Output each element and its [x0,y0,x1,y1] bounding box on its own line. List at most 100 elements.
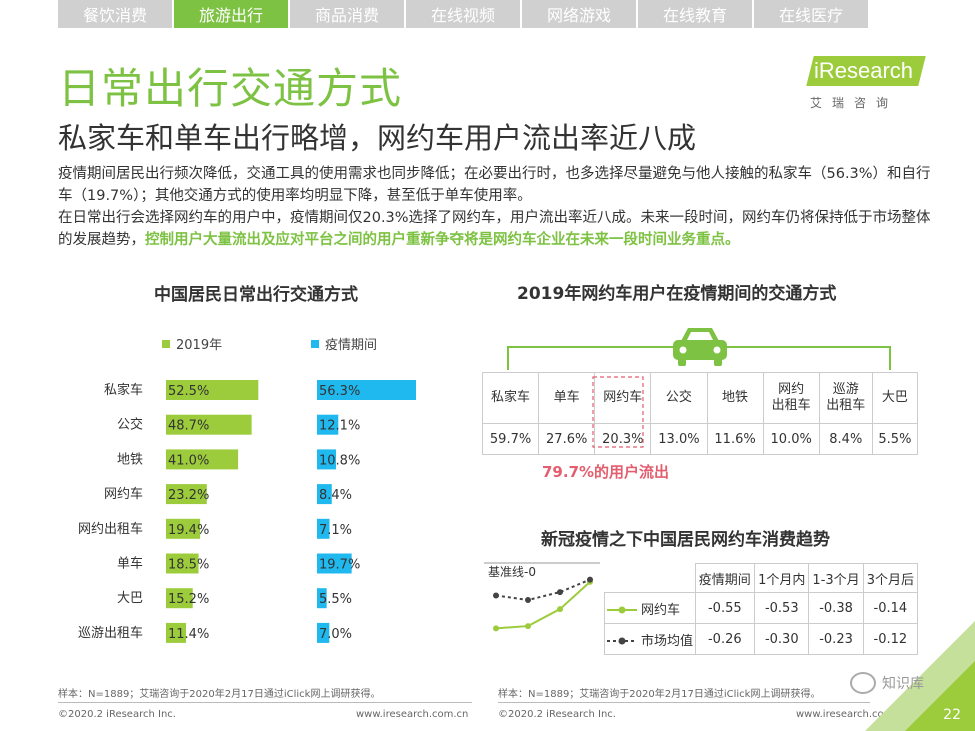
bar-epidemic-label: 56.3% [319,384,360,399]
tab-item[interactable]: 网络游戏 [522,0,636,28]
page-number: 22 [943,707,961,723]
category-label: 网约车 [104,486,143,502]
car-icon [673,328,727,366]
trend-series-cell: 市场均值 [604,623,696,655]
trend-row: 网约车 -0.55 -0.53 -0.38 -0.14 [604,592,919,624]
table-cell: 11.6% [706,423,764,455]
tab-item[interactable]: 商品消费 [290,0,404,28]
watermark: 知识库 [850,672,924,694]
legend-2019-swatch [162,339,170,348]
category-label: 大巴 [117,591,143,606]
car-bracket [507,328,891,370]
sample-note-left: 样本：N=1889；艾瑞咨询于2020年2月17日通过iClick网上调研获得。 [58,689,381,700]
netcar-legend-marker [607,606,637,614]
legend-epidemic-swatch [311,339,319,348]
line-netcar [495,581,591,630]
footer-divider-right [498,702,870,703]
line-market-point [557,589,563,596]
legend-2019: 2019年 [162,334,222,353]
table-header-cell: 私家车 [481,372,540,424]
table-header-row: 私家车 单车 网约车 公交 地铁 网约 出租车 巡游 出租车 大巴 [481,372,919,424]
bar-2019 [166,449,239,470]
chart-2-title: 2019年网约车用户在疫情期间的交通方式 [517,284,837,304]
table-header-cell: 网约车 [594,372,652,424]
bar-2019-label: 48.7% [168,419,209,434]
tab-item[interactable]: 旅游出行 [174,0,288,28]
trend-cell: -0.53 [754,592,810,624]
trend-cell: -0.23 [808,623,864,655]
trend-cell: -0.30 [754,623,810,655]
page-title: 日常出行交通方式 [58,64,403,113]
outflow-annotation: 79.7%的用户流出 [542,463,670,481]
bar-2019 [166,484,207,505]
trend-series-cell: 网约车 [604,592,696,624]
bar-2019-label: 18.5% [168,558,209,573]
table-row: 59.7% 27.6% 20.3% 13.0% 11.6% 10.0% 8.4% 5.5% [481,423,919,455]
table-header-cell: 地铁 [706,372,764,424]
category-label: 私家车 [104,382,143,398]
bar-2019-label: 23.2% [168,488,209,503]
paragraph-2-text: 在日常出行会选择网约车的用户中，疫情期间仅20.3%选择了网约车，用户流出率近八… [58,210,931,248]
body-text: 疫情期间居民出行频次降低，交通工具的使用需求也同步降低；在必要出行时，也多选择尽… [58,163,938,251]
bar-2019-label: 11.4% [168,627,209,642]
trend-header-row: 疫情期间 1个月内 1-3个月 3个月后 [605,563,919,593]
line-netcar-point [493,625,499,632]
trend-cell: -0.14 [862,592,919,624]
table-cell: 10.0% [762,423,820,455]
iresearch-logo: iResearch 艾瑞咨询 [806,52,926,112]
legend-epidemic-label: 疫情期间 [325,338,378,353]
paragraph-2-highlight: 控制用户大量流出及应对平台之间的用户重新争夺将是网约车企业在未来一段时间业务重点… [145,232,740,248]
bar-2019 [166,414,252,435]
bar-2019-label: 15.2% [168,592,209,607]
table-blank-cell [605,564,696,593]
table-cell: 27.6% [538,423,596,455]
sample-note-right: 样本：N=1889；艾瑞咨询于2020年2月17日通过iClick网上调研获得。 [498,689,821,700]
trend-series-label: 网约车 [641,602,681,618]
trend-header-cell: 疫情期间 [694,563,756,593]
copyright-right: ©2020.2 iResearch Inc. [498,709,616,720]
chart-1-title: 中国居民日常出行交通方式 [154,285,358,305]
category-label: 网约出租车 [78,521,143,537]
trend-header-cell: 3个月后 [862,563,919,593]
wechat-icon [850,672,876,694]
category-label: 地铁 [117,452,143,467]
trend-cell: -0.38 [808,592,864,624]
baseline-label: 基准线-0 [488,565,536,579]
bar-2019-label: 52.5% [168,384,209,399]
tab-item[interactable]: 餐饮消费 [58,0,172,28]
bar-epidemic [317,588,327,609]
tab-item[interactable]: 在线视频 [406,0,520,28]
line-market-point [587,576,593,583]
corner-decoration-dark [905,661,975,731]
bar-epidemic [317,553,352,574]
watermark-text: 知识库 [882,676,924,692]
tab-item[interactable]: 在线教育 [638,0,752,28]
bar-epidemic [317,518,330,539]
table-header-cell: 网约 出租车 [762,372,820,424]
bar-epidemic-label: 12.1% [319,419,360,434]
tab-item[interactable]: 在线医疗 [754,0,868,28]
trend-cell: -0.55 [694,592,756,624]
line-market-point [493,592,499,599]
bar-epidemic [317,380,416,400]
line-netcar-point [557,606,563,613]
line-market [495,578,591,602]
netcar-highlight-box [592,376,644,448]
line-netcar-point [525,623,531,630]
page-subtitle: 私家车和单车出行略增，网约车用户流出率近八成 [58,121,697,155]
category-label: 单车 [117,556,143,572]
bar-2019 [166,518,201,539]
bar-epidemic [317,414,339,435]
chart-3-title: 新冠疫情之下中国居民网约车消费趋势 [541,530,830,550]
legend-epidemic: 疫情期间 [311,334,377,353]
trend-header-cell: 1个月内 [754,563,810,593]
paragraph-1: 疫情期间居民出行频次降低，交通工具的使用需求也同步降低；在必要出行时，也多选择尽… [58,166,931,204]
line-market-point [525,597,531,603]
bar-epidemic-label: 7.0% [319,627,352,642]
bar-epidemic [317,449,336,470]
bar-2019 [166,553,199,574]
bar-epidemic [317,622,330,643]
url-right: www.iresearch.com.cn [796,709,909,720]
market-legend-marker [607,637,637,645]
category-label: 巡游出租车 [78,625,143,641]
